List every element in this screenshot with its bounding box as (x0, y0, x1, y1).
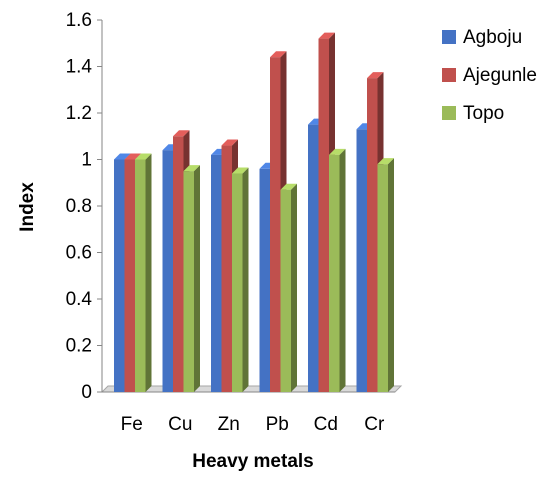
bar-topo-cr (377, 158, 394, 392)
x-tick-label: Zn (218, 414, 240, 435)
bar-front (232, 173, 243, 392)
bar-top (367, 72, 384, 79)
legend: Agboju Ajegunle Topo (442, 27, 537, 124)
bar-front (356, 129, 367, 392)
bar-side (339, 148, 346, 392)
bar-top (280, 183, 297, 190)
legend-swatch (442, 68, 456, 82)
bar-top (232, 167, 249, 174)
bar-side (242, 167, 249, 392)
bar-top (318, 32, 335, 39)
bar-top (270, 51, 287, 58)
bar-topo-zn (232, 167, 249, 392)
bar-top (173, 130, 190, 137)
y-tick-label: 0.8 (66, 196, 92, 217)
bar-front (259, 168, 270, 392)
bar-topo-pb (280, 183, 297, 392)
bar-side (388, 158, 394, 392)
y-tick-label: 1 (81, 150, 92, 171)
bars-group (114, 32, 394, 393)
bar-front (280, 189, 291, 392)
y-tick-label: 0.2 (66, 336, 92, 357)
bar-side (194, 165, 200, 392)
bar-top (377, 158, 394, 165)
legend-item-agboju: Agboju (442, 27, 522, 48)
y-axis-title: Index (17, 182, 38, 232)
legend-swatch (442, 30, 456, 44)
bar-topo-cu (183, 165, 200, 392)
bar-topo-cd (329, 148, 346, 392)
bar-front (114, 159, 125, 392)
bar-top (183, 165, 200, 172)
x-tick-label: Pb (266, 414, 289, 435)
bar-front (173, 136, 184, 392)
bar-top (124, 153, 141, 160)
legend-item-ajegunle: Ajegunle (442, 65, 537, 86)
x-tick-label: Cd (314, 414, 338, 435)
legend-item-topo: Topo (442, 103, 504, 124)
y-tick-label: 0.6 (66, 243, 92, 264)
bar-front (221, 145, 232, 392)
y-axis: 0 0.2 0.4 0.6 0.8 1 1.2 1.4 1.6 (66, 10, 103, 403)
legend-swatch (442, 106, 456, 120)
x-tick-label: Cr (364, 414, 385, 435)
bar-front (162, 150, 173, 392)
x-tick-label: Cu (168, 414, 192, 435)
bar-top (135, 153, 152, 160)
bar-front (135, 159, 146, 392)
bar-side (291, 183, 297, 392)
y-tick-label: 0 (81, 382, 92, 403)
bar-top (114, 153, 131, 160)
bar-top (221, 139, 238, 146)
bar-front (329, 154, 340, 392)
bar-front (270, 57, 281, 392)
bar-front (124, 159, 135, 392)
bar-front (308, 124, 319, 392)
bar-front (183, 171, 194, 392)
legend-label: Ajegunle (463, 65, 537, 86)
bar-front (318, 38, 329, 392)
bar-top (329, 148, 346, 155)
legend-label: Agboju (463, 27, 522, 48)
bar-side (145, 153, 152, 392)
legend-label: Topo (463, 103, 504, 124)
bar-topo-fe (135, 153, 152, 392)
x-tick-label: Fe (121, 414, 143, 435)
bar-front (367, 78, 378, 392)
bar-front (211, 154, 222, 392)
y-tick-label: 1.2 (66, 103, 92, 124)
x-axis: Fe Cu Zn Pb Cd Cr (121, 414, 385, 435)
y-tick-label: 0.4 (66, 289, 93, 310)
x-axis-title: Heavy metals (192, 451, 313, 472)
y-tick-label: 1.4 (66, 57, 93, 78)
y-tick-label: 1.6 (66, 10, 92, 31)
bar-front (377, 164, 388, 392)
